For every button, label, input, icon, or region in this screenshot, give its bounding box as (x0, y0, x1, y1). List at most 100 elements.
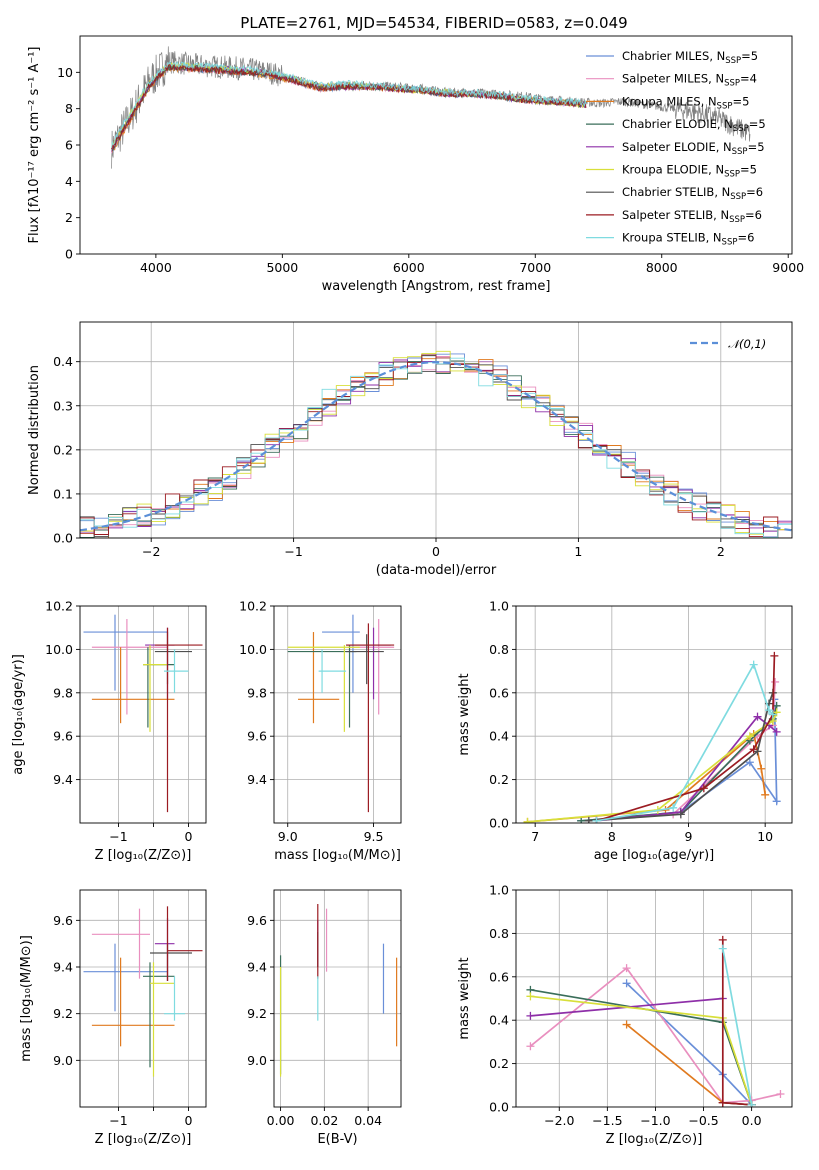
y-tick-label: 0.2 (53, 442, 73, 457)
x-tick-label: 0 (185, 1113, 193, 1128)
mass-weight-marker (749, 660, 758, 669)
legend-subscript: SSP (724, 79, 740, 89)
y-tick-label: 6 (65, 138, 73, 153)
y-tick-label: 1.0 (489, 883, 509, 898)
x-axis-label: Z [log₁₀(Z/Z⊙)] (606, 1132, 703, 1147)
legend: Chabrier MILES, NSSP=5 Salpeter MILES, NS… (586, 49, 766, 248)
y-tick-label: 10 (57, 65, 73, 80)
model-spectrum-line (111, 63, 587, 150)
y-tick-label: 0.6 (489, 685, 509, 700)
legend-subscript: SSP (730, 192, 746, 202)
mass-weight-marker (584, 816, 593, 823)
mass-weight-marker (747, 1100, 756, 1107)
mass-weight-marker (699, 784, 708, 793)
panel-spectrum: 4000 5000 6000 7000 8000 9000 0 2 4 6 8 10 wavelengt… (27, 35, 804, 294)
plot-area (80, 606, 206, 823)
x-tick-label: −1.5 (592, 1113, 622, 1128)
mass-weight-marker (745, 758, 754, 767)
plot-area (274, 890, 401, 1107)
y-axis-label: Normed distribution (27, 365, 42, 495)
y-tick-label: 0.4 (489, 1013, 509, 1028)
x-tick-label: 9000 (772, 260, 804, 275)
y-tick-label: 0.3 (53, 398, 73, 413)
mass-weight-marker (622, 979, 631, 988)
y-tick-label: 10.2 (239, 599, 267, 614)
y-tick-label: 0.0 (489, 1100, 509, 1115)
mass-weight-marker (669, 803, 678, 812)
x-tick-label: 2 (717, 544, 725, 559)
y-tick-label: 9.6 (53, 913, 73, 928)
x-axis-label: Z [log₁₀(Z/Z⊙)] (95, 1132, 192, 1147)
legend-suffix: =4 (740, 72, 757, 86)
y-tick-label: 0.0 (489, 816, 509, 831)
y-tick-label: 8 (65, 101, 73, 116)
x-tick-label: −1 (284, 544, 302, 559)
mass-weight-marker (526, 1011, 535, 1020)
y-tick-label: 0.8 (489, 926, 509, 941)
x-tick-label: −1 (109, 1113, 127, 1128)
legend-subscript: SSP (732, 147, 748, 157)
panel-age-vs-Z: −1 0 9.4 9.6 9.8 10.0 10.2 Z [log₁₀(Z/Z⊙)] age [… (11, 599, 207, 863)
model-spectrum-line (111, 60, 587, 149)
axes-frame (273, 889, 402, 1108)
y-tick-label: 9.4 (247, 772, 267, 787)
mass-weight-marker (745, 732, 754, 741)
x-tick-label: 8 (608, 829, 616, 844)
plot-area (516, 606, 792, 823)
legend-entry: Chabrier ELODIE, NSSP=5 (622, 117, 766, 134)
y-tick-label: 9.2 (247, 1006, 267, 1021)
x-axis-label: E(B-V) (317, 1132, 357, 1147)
model-spectrum-line (111, 62, 587, 154)
y-tick-label: 0.2 (489, 1056, 509, 1071)
y-tick-label: 9.6 (53, 729, 73, 744)
mass-weight-line (588, 681, 776, 822)
y-tick-label: 9.8 (53, 685, 73, 700)
x-tick-label: −2.0 (544, 1113, 574, 1128)
x-tick-label: −1.0 (640, 1113, 670, 1128)
mass-weight-marker (718, 944, 727, 953)
normal-reference-curve (80, 360, 792, 532)
x-tick-label: 0.04 (354, 1113, 382, 1128)
y-tick-label: 10.0 (45, 642, 73, 657)
legend-subscript: SSP (729, 215, 745, 225)
y-tick-label: 0.2 (489, 772, 509, 787)
y-tick-label: 9.8 (247, 685, 267, 700)
x-axis-label: age [log₁₀(age/yr)] (594, 848, 715, 863)
x-axis-label: Z [log₁₀(Z/Z⊙)] (95, 848, 192, 863)
mass-weight-marker (761, 790, 770, 799)
x-tick-label: 1 (574, 544, 582, 559)
x-tick-label: −1 (109, 829, 127, 844)
y-tick-label: 0.4 (489, 729, 509, 744)
mass-weight-marker (718, 935, 727, 944)
plot-area (80, 890, 206, 1107)
y-tick-label: 0.1 (53, 486, 73, 501)
plot-area (516, 890, 792, 1107)
legend-entry: Kroupa ELODIE, NSSP=5 (622, 163, 757, 180)
y-axis-label: Flux [fλ10⁻¹⁷ erg cm⁻² s⁻¹ A⁻¹] (27, 47, 42, 244)
legend-subscript: SSP (717, 101, 733, 111)
x-tick-label: −2 (142, 544, 160, 559)
axes-frame (79, 321, 793, 539)
y-tick-label: 0.8 (489, 642, 509, 657)
plot-area (274, 606, 401, 823)
model-spectrum-line (111, 64, 587, 153)
x-tick-label: 9.5 (364, 829, 384, 844)
mass-weight-line (527, 732, 767, 823)
y-tick-label: 4 (65, 174, 73, 189)
x-tick-label: 4000 (140, 260, 172, 275)
model-spectrum-line (111, 63, 587, 152)
legend-subscript: SSP (724, 170, 740, 180)
x-tick-label: 0.0 (742, 1113, 762, 1128)
y-tick-label: 9.2 (53, 1006, 73, 1021)
y-axis-label: mass weight (457, 673, 472, 755)
mass-weight-marker (771, 677, 780, 686)
y-tick-label: 9.6 (247, 913, 267, 928)
mass-weight-marker (757, 764, 766, 773)
model-spectrum-line (111, 63, 587, 148)
mass-weight-marker (577, 816, 586, 823)
mass-weight-marker (718, 1098, 727, 1107)
panel-massweight-vs-age: 7 8 9 10 0.0 0.2 0.4 0.6 0.8 1.0 age [log₁₀(age/yr… (457, 599, 793, 863)
mass-weight-line (626, 1023, 752, 1106)
y-tick-label: 0.4 (53, 354, 73, 369)
mass-weight-marker (753, 712, 762, 721)
